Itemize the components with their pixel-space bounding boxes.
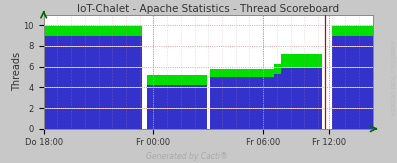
- Title: IoT-Chalet - Apache Statistics - Thread Scoreboard: IoT-Chalet - Apache Statistics - Thread …: [77, 4, 339, 14]
- Text: Generated by Cacti®: Generated by Cacti®: [146, 152, 227, 161]
- Text: RRDTOOL / TOBI OETIKER: RRDTOOL / TOBI OETIKER: [389, 40, 395, 116]
- Y-axis label: Threads: Threads: [12, 52, 22, 91]
